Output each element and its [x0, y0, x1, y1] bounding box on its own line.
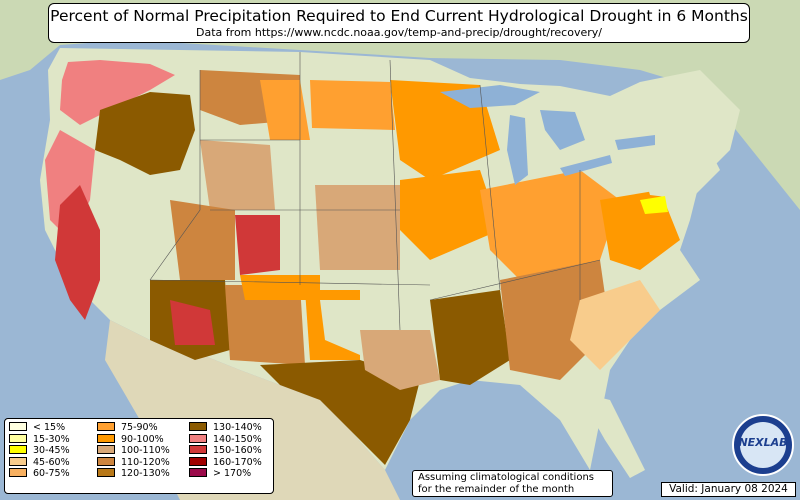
legend-swatch [9, 456, 27, 466]
legend-label: 100-110% [121, 445, 170, 456]
legend-label: 90-100% [121, 433, 164, 445]
region-maryland-yellow [640, 196, 668, 214]
legend-label: 15-30% [33, 433, 70, 445]
legend-label: 75-90% [121, 422, 158, 433]
legend-item: 15-30% [9, 433, 70, 446]
canada-landmass [0, 0, 800, 210]
region-great-plains [315, 185, 400, 270]
map-subtitle: Data from https://www.ncdc.noaa.gov/temp… [196, 26, 602, 39]
lake-ontario [615, 135, 655, 150]
assumption-note: Assuming climatological conditions for t… [412, 470, 613, 497]
region-iowa-illinois [400, 170, 500, 260]
region-north-dakota [310, 80, 395, 130]
legend-item: < 15% [9, 422, 70, 434]
valid-date: Valid: January 08 2024 [661, 482, 796, 497]
legend-swatch [189, 422, 207, 431]
legend-swatch [97, 456, 115, 466]
legend-swatch [189, 468, 207, 477]
legend-item: 160-170% [189, 456, 262, 469]
lake-michigan [507, 115, 528, 185]
legend-label: 110-120% [121, 456, 170, 468]
legend-label: 140-150% [213, 433, 262, 445]
legend-swatch [97, 433, 115, 443]
legend-item: 130-140% [189, 422, 262, 434]
legend-item: 100-110% [97, 445, 170, 457]
legend-label: 160-170% [213, 456, 262, 468]
note-line-1: Assuming climatological conditions [418, 472, 594, 483]
region-arizona-red [170, 300, 215, 345]
legend-swatch [9, 468, 27, 477]
legend-swatch [97, 422, 115, 431]
legend-label: 150-160% [213, 445, 262, 456]
legend-label: 60-75% [33, 468, 70, 479]
lake-huron [540, 110, 585, 150]
logo-text: NEXLAB [738, 436, 788, 449]
legend-item: 90-100% [97, 433, 170, 446]
legend-item: 140-150% [189, 433, 262, 446]
region-colorado-red [235, 215, 280, 275]
legend: < 15% 15-30% 30-45% 45-60% 60-75% 75-90%… [4, 418, 274, 494]
legend-item: 110-120% [97, 456, 170, 469]
legend-label: 120-130% [121, 468, 170, 479]
region-new-mexico [225, 285, 305, 365]
note-line-2: for the remainder of the month [418, 484, 575, 495]
legend-swatch [9, 445, 27, 454]
legend-label: 45-60% [33, 456, 70, 468]
legend-item: 150-160% [189, 445, 262, 457]
legend-swatch [189, 433, 207, 443]
legend-swatch [9, 433, 27, 443]
region-utah [170, 200, 235, 280]
legend-label: 130-140% [213, 422, 262, 433]
legend-label: 30-45% [33, 445, 70, 456]
region-california-central [55, 185, 100, 320]
region-new-england [640, 130, 720, 200]
region-texas [260, 360, 420, 465]
region-idaho-oregon [95, 92, 195, 175]
region-georgia-carolinas [570, 280, 660, 370]
region-nevada [95, 170, 160, 270]
legend-column-3: 130-140% 140-150% 150-160% 160-170% > 17… [189, 422, 262, 480]
map-title: Percent of Normal Precipitation Required… [50, 7, 748, 25]
legend-swatch [189, 456, 207, 466]
region-lower-mississippi [430, 290, 510, 385]
legend-item: 120-130% [97, 468, 170, 480]
legend-item: 45-60% [9, 456, 70, 469]
legend-item: > 170% [189, 468, 262, 480]
legend-swatch [97, 445, 115, 454]
legend-label: > 170% [213, 468, 252, 479]
legend-item: 30-45% [9, 445, 70, 457]
region-wyoming [200, 140, 275, 210]
lake-superior [440, 85, 540, 108]
state-boundaries [149, 52, 601, 331]
legend-column-1: < 15% 15-30% 30-45% 45-60% 60-75% [9, 422, 70, 480]
florida-peninsula [588, 395, 645, 478]
lake-erie [560, 155, 612, 176]
title-box: Percent of Normal Precipitation Required… [48, 3, 750, 43]
legend-swatch [189, 445, 207, 454]
legend-label: < 15% [33, 422, 66, 433]
legend-swatch [97, 468, 115, 477]
legend-swatch [9, 422, 27, 431]
legend-item: 60-75% [9, 468, 70, 480]
nexlab-logo: NEXLAB [732, 414, 794, 476]
region-east-texas [360, 330, 440, 390]
legend-column-2: 75-90% 90-100% 100-110% 110-120% 120-130… [97, 422, 170, 480]
region-pacific-northwest [60, 60, 175, 125]
legend-item: 75-90% [97, 422, 170, 434]
logo-globe-icon [740, 422, 786, 468]
region-montana-east [260, 80, 310, 140]
region-ohio-valley [480, 170, 620, 280]
